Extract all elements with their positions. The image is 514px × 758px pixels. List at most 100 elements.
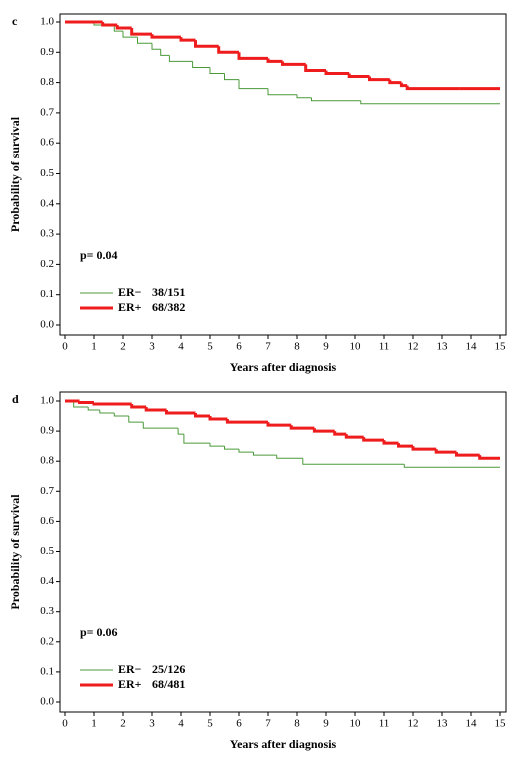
curve-step [92, 402, 132, 406]
x-tick-label: 13 [437, 718, 449, 730]
x-tick-label: 5 [207, 341, 213, 353]
y-tick-label: 0.6 [40, 515, 54, 527]
survival-curve [65, 400, 500, 468]
curve-step [224, 73, 239, 81]
curve-step [130, 28, 152, 36]
y-tick-label: 0.8 [40, 455, 54, 467]
curve-step [405, 85, 460, 91]
x-tick-label: 6 [236, 718, 242, 730]
x-tick-label: 4 [178, 718, 184, 730]
curve-step [397, 443, 413, 448]
x-tick-label: 1 [91, 341, 97, 353]
legend-label: ER+ [118, 300, 142, 314]
survival-curve [65, 399, 500, 460]
x-tick-label: 0 [62, 341, 68, 353]
x-tick-label: 9 [323, 718, 329, 730]
survival-curve [65, 20, 500, 91]
legend-count: 68/382 [152, 300, 185, 314]
x-tick-label: 4 [178, 341, 184, 353]
y-tick-label: 0.4 [40, 575, 54, 587]
x-tick-label: 12 [408, 341, 419, 353]
curve-step [160, 49, 170, 56]
x-axis-label: Years after diagnosis [230, 737, 337, 751]
y-tick-label: 0.5 [40, 545, 54, 557]
x-tick-label: 7 [265, 718, 271, 730]
curve-step [253, 452, 277, 456]
curve-step [73, 401, 89, 408]
y-tick-label: 0.1 [40, 288, 54, 300]
curve-step [360, 100, 500, 105]
legend-label: ER− [118, 662, 142, 676]
curve-step [324, 70, 350, 76]
x-tick-label: 5 [207, 718, 213, 730]
curve-step [128, 416, 144, 423]
legend-label: ER− [118, 285, 142, 299]
curve-step [165, 410, 196, 415]
y-tick-label: 1.0 [40, 16, 54, 28]
curve-step [151, 43, 161, 50]
x-tick-label: 15 [495, 718, 507, 730]
legend-count: 25/126 [152, 662, 185, 676]
curve-step [304, 64, 326, 72]
x-tick-label: 11 [379, 718, 390, 730]
x-axis-label: Years after diagnosis [230, 360, 337, 374]
panel-label: d [12, 392, 19, 406]
curve-step [142, 422, 179, 429]
curve-step [99, 410, 115, 414]
curve-step [237, 52, 268, 60]
plot-frame [59, 13, 507, 336]
x-tick-label: 10 [350, 718, 362, 730]
y-tick-label: 0.6 [40, 137, 54, 149]
curve-step [194, 40, 219, 48]
y-tick-label: 0.1 [40, 665, 54, 677]
curve-step [209, 443, 225, 447]
y-tick-label: 0.3 [40, 228, 54, 240]
curve-step [382, 440, 399, 445]
x-tick-label: 0 [62, 718, 68, 730]
curve-step [113, 25, 123, 32]
curve-step [434, 449, 457, 454]
curve-step [281, 61, 306, 66]
x-tick-label: 10 [350, 341, 362, 353]
curve-step [217, 46, 239, 54]
y-tick-label: 0.2 [40, 635, 54, 647]
y-tick-label: 0.7 [40, 485, 54, 497]
curve-step [101, 22, 118, 27]
curve-step [192, 61, 210, 68]
legend-count: 38/151 [152, 285, 185, 299]
y-axis-label: Probability of survival [8, 494, 22, 610]
y-tick-label: 0.9 [40, 46, 54, 58]
p-value: p= 0.06 [80, 625, 118, 639]
curve-step [150, 34, 181, 39]
y-tick-label: 1.0 [40, 395, 54, 407]
curve-step [411, 446, 437, 451]
y-tick-label: 0.8 [40, 76, 54, 88]
curve-step [113, 413, 129, 417]
curve-step [78, 401, 94, 405]
y-tick-label: 0.2 [40, 258, 54, 270]
x-tick-label: 9 [323, 341, 329, 353]
y-tick-label: 0.4 [40, 197, 54, 209]
y-tick-label: 0.9 [40, 425, 54, 437]
curve-step [177, 428, 184, 435]
curve-step [115, 25, 132, 30]
curve-step [130, 404, 147, 409]
curve-step [267, 88, 297, 96]
y-tick-label: 0.0 [40, 319, 54, 331]
curve-step [179, 37, 196, 42]
curve-step [122, 31, 138, 38]
curve-step [208, 416, 228, 421]
curve-step [362, 437, 384, 442]
legend-label: ER+ [118, 677, 142, 691]
curve-step [478, 455, 500, 460]
panel-label: c [12, 14, 18, 28]
curve-step [296, 94, 312, 99]
curve-step [87, 407, 100, 411]
curve-step [238, 79, 268, 90]
y-tick-label: 0.3 [40, 605, 54, 617]
curve-step [194, 413, 210, 418]
curve-step [238, 449, 254, 453]
x-tick-label: 3 [149, 718, 155, 730]
